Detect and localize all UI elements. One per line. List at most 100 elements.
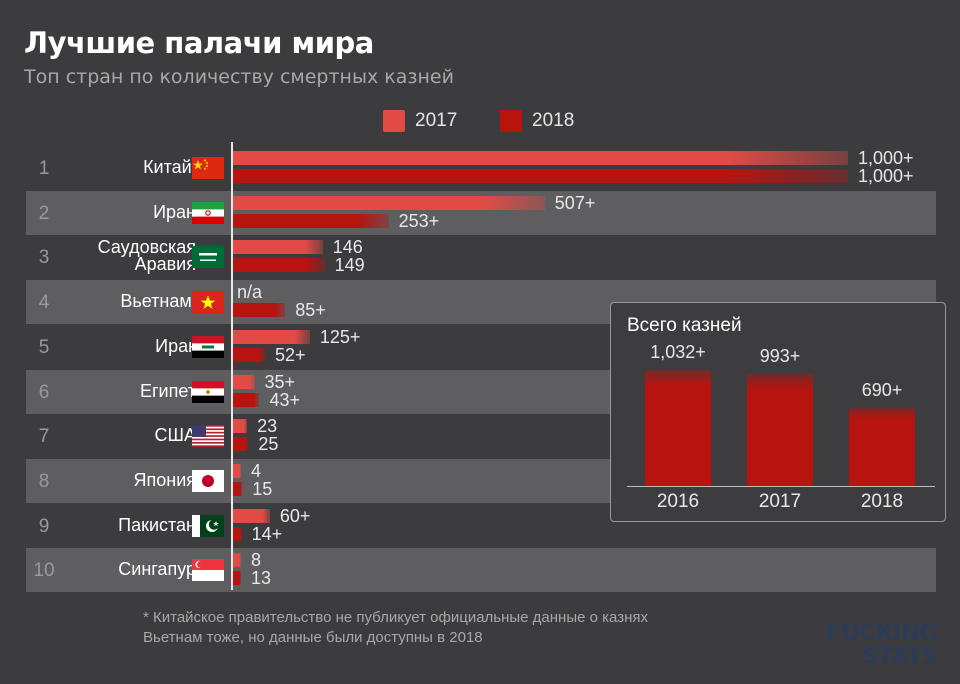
value-label-2018: 43+ xyxy=(269,389,300,410)
inset-value-2017: 993+ xyxy=(759,346,801,367)
country-label: Ирак xyxy=(155,335,196,356)
value-label-2018: 14+ xyxy=(251,523,283,544)
bar-2018-iraq xyxy=(233,347,265,362)
bar-2017-saudi-arabia xyxy=(233,240,323,255)
bar-2017-egypt xyxy=(233,374,255,389)
country-label: Пакистан xyxy=(118,514,196,535)
bar-2018-china xyxy=(233,169,848,183)
value-label-2017: 125+ xyxy=(319,326,361,347)
country-label: Египет xyxy=(139,380,196,401)
japan-flag-icon xyxy=(192,469,224,492)
value-label-2018: 15 xyxy=(252,478,273,499)
value-label-2018: 149 xyxy=(334,255,365,276)
y-axis-line xyxy=(231,142,233,590)
country-label: США xyxy=(154,425,196,446)
value-label-2018: 52+ xyxy=(274,344,306,365)
rank-label: 4 xyxy=(38,292,50,314)
inset-title: Всего казней xyxy=(627,315,742,336)
value-label-2017: 4 xyxy=(251,460,262,481)
bar-2018-vietnam xyxy=(233,303,286,318)
rank-label: 3 xyxy=(38,247,50,269)
chart-title: Лучшие палачи мира xyxy=(24,26,374,60)
row-china: 1 Китай* xyxy=(26,146,936,190)
bar-2018-egypt xyxy=(233,392,260,407)
bar-2018-pakistan xyxy=(233,526,242,541)
country-label: Сингапур xyxy=(118,559,196,580)
value-label-2017: 8 xyxy=(251,550,262,571)
inset-year-2018: 2018 xyxy=(860,491,904,512)
pakistan-flag-icon xyxy=(192,514,224,537)
inset-value-2016: 1,032+ xyxy=(650,341,706,362)
fucking-stats-logo: FUCKING STATS xyxy=(804,620,939,669)
inset-year-2017: 2017 xyxy=(758,491,802,512)
bar-2017-japan xyxy=(233,463,241,478)
value-label-2018: 1,000+ xyxy=(858,166,914,186)
value-label-2017: 35+ xyxy=(264,371,296,392)
bar-2018-iran xyxy=(233,213,389,228)
value-label-2017: 23 xyxy=(257,416,278,437)
rank-label: 5 xyxy=(38,336,50,358)
bar-2017-iraq xyxy=(233,329,310,344)
rank-label: 1 xyxy=(38,158,50,179)
legend-swatch-2018 xyxy=(500,110,522,132)
value-label-2017: 146 xyxy=(332,237,363,258)
bar-2018-japan xyxy=(233,481,243,496)
china-flag-icon xyxy=(192,157,224,179)
rank-label: 10 xyxy=(33,560,55,582)
rank-label: 8 xyxy=(38,470,50,492)
legend-item-2017: 2017 xyxy=(383,110,457,132)
inset-year-2016: 2016 xyxy=(656,491,700,512)
legend-item-2018: 2018 xyxy=(500,110,574,132)
inset-bar-2017 xyxy=(747,374,813,486)
value-label-2017: n/a xyxy=(237,282,263,303)
value-label-2017: 507+ xyxy=(554,192,596,213)
vietnam-flag-icon xyxy=(192,291,224,314)
footnote-star: * xyxy=(143,609,149,626)
inset-bar-2016 xyxy=(645,369,711,486)
legend-swatch-2017 xyxy=(383,110,405,132)
iran-flag-icon xyxy=(192,201,224,224)
singapore-flag-icon xyxy=(192,559,224,582)
row-saudi-arabia: 3 Саудовская Аравия xyxy=(26,235,936,279)
logo-line-1: FUCKING xyxy=(825,620,939,646)
value-label-2017: 1,000+ xyxy=(858,148,914,168)
bar-2018-saudi-arabia xyxy=(233,258,325,273)
iraq-flag-icon xyxy=(192,335,224,358)
value-label-2018: 85+ xyxy=(295,300,326,321)
country-label: Иран xyxy=(153,201,196,222)
bar-2018-usa xyxy=(233,437,249,452)
rank-label: 6 xyxy=(38,381,50,403)
footnote-line-2: Вьетнам тоже, но данные были доступны в … xyxy=(143,629,483,646)
value-label-2018: 13 xyxy=(251,568,272,589)
bar-2017-usa xyxy=(233,419,248,434)
bar-2017-pakistan xyxy=(233,508,270,523)
country-label: Саудовская Аравия xyxy=(97,237,196,275)
legend-label-2018: 2018 xyxy=(532,110,575,131)
row-pakistan: 9 Пакистан xyxy=(26,504,936,548)
saudi-arabia-flag-icon xyxy=(192,246,224,269)
country-label: Китай* xyxy=(143,158,196,176)
legend-label-2017: 2017 xyxy=(415,110,458,131)
rank-label: 7 xyxy=(38,426,50,448)
chart-subtitle: Топ стран по количеству смертных казней xyxy=(24,66,454,88)
usa-flag-icon xyxy=(192,425,224,448)
bar-2017-china xyxy=(233,151,848,165)
bar-2018-singapore xyxy=(233,571,241,586)
inset-value-2018: 690+ xyxy=(861,380,903,401)
inset-bar-2018 xyxy=(849,408,915,486)
value-label-2018: 25 xyxy=(258,434,279,455)
total-executions-inset: Всего казней 1,032+ 2016 993+ 2017 690+ 2018 xyxy=(610,302,946,522)
row-iraq: 5 Ирак xyxy=(26,325,936,369)
row-usa: 7 США xyxy=(26,414,936,458)
country-label: Япония xyxy=(133,469,197,490)
inset-baseline xyxy=(627,486,935,487)
value-label-2017: 60+ xyxy=(279,505,311,526)
egypt-flag-icon xyxy=(192,380,224,403)
footnote: * Китайское правительство не публикует о… xyxy=(143,608,648,648)
row-singapore: 10 Сингапур xyxy=(26,548,936,593)
bar-2017-singapore xyxy=(233,553,241,568)
country-label: Вьетнам* xyxy=(120,292,196,310)
footnote-line-1: Китайское правительство не публикует офи… xyxy=(148,609,648,626)
rank-label: 9 xyxy=(38,515,50,537)
rank-label: 2 xyxy=(38,202,50,224)
